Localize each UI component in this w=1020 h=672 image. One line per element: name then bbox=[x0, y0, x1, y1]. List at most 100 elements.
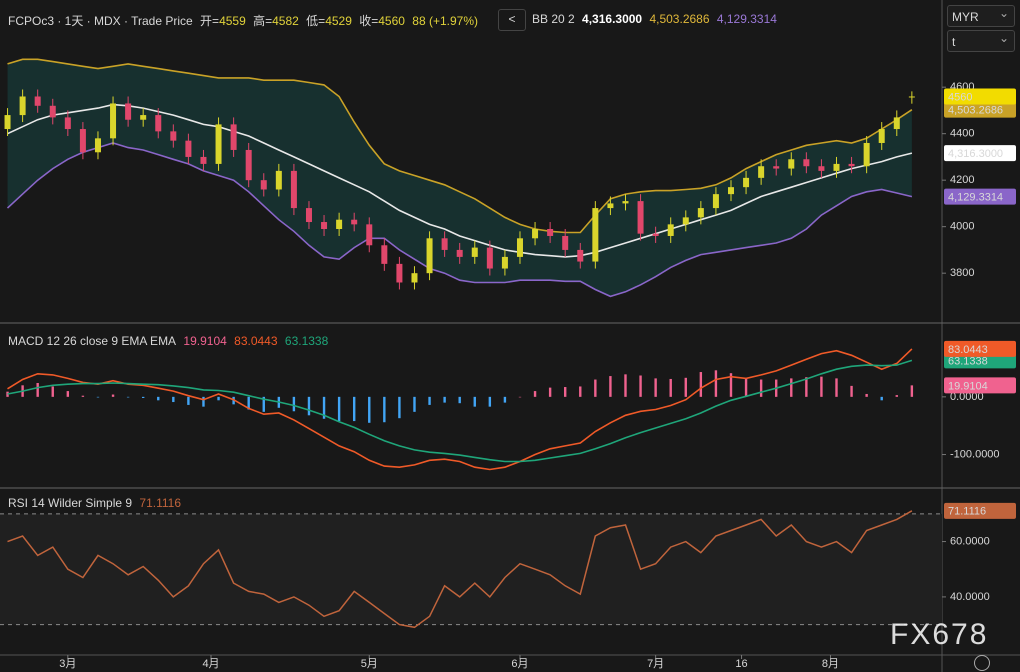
bb-value: 4,503.2686 bbox=[649, 12, 709, 26]
histogram-bar bbox=[97, 397, 99, 398]
candle-body bbox=[170, 131, 176, 140]
rsi-title: RSI 14 Wilder Simple 9 bbox=[8, 496, 132, 510]
y-tick-label: 4000 bbox=[950, 221, 974, 233]
rsi-legend: RSI 14 Wilder Simple 9 71.1116 bbox=[8, 496, 185, 510]
candle-body bbox=[336, 220, 342, 229]
histogram-bar bbox=[308, 397, 310, 415]
histogram-bar bbox=[850, 386, 852, 397]
candle-body bbox=[683, 217, 689, 224]
candle-body bbox=[381, 245, 387, 264]
candle-body bbox=[788, 159, 794, 168]
candle-body bbox=[698, 208, 704, 217]
histogram-bar bbox=[338, 397, 340, 421]
candle-body bbox=[668, 224, 674, 236]
histogram-bar bbox=[534, 391, 536, 397]
candle-body bbox=[833, 164, 839, 171]
candle-body bbox=[50, 106, 56, 118]
candle-body bbox=[276, 171, 282, 190]
watermark: FX678 bbox=[890, 618, 988, 652]
candle-body bbox=[532, 229, 538, 238]
histogram-bar bbox=[489, 397, 491, 407]
histogram-bar bbox=[428, 397, 430, 405]
histogram-bar bbox=[911, 385, 913, 396]
candle-body bbox=[185, 141, 191, 157]
histogram-bar bbox=[760, 380, 762, 397]
histogram-bar bbox=[36, 383, 38, 397]
x-tick-label: 5月 bbox=[361, 658, 378, 670]
histogram-bar bbox=[52, 386, 54, 396]
price-badge-label: 4560 bbox=[948, 91, 972, 103]
histogram-bar bbox=[217, 397, 219, 400]
histogram-bar bbox=[624, 374, 626, 397]
candle-body bbox=[321, 222, 327, 229]
bb-value: 4,129.3314 bbox=[717, 12, 777, 26]
histogram-bar bbox=[564, 387, 566, 397]
macd-line bbox=[8, 360, 912, 461]
histogram-bar bbox=[790, 378, 792, 396]
ohlc-label: 高= bbox=[253, 14, 272, 28]
candle-body bbox=[803, 159, 809, 166]
y-tick-label: 3800 bbox=[950, 267, 974, 279]
macd-value: 19.9104 bbox=[183, 334, 226, 348]
histogram-bar bbox=[293, 397, 295, 411]
macd-title: MACD 12 26 close 9 EMA EMA bbox=[8, 334, 176, 348]
price-badge-label: 63.1338 bbox=[948, 355, 988, 367]
price-badge-label: 71.1116 bbox=[948, 506, 986, 518]
candle-body bbox=[411, 273, 417, 282]
settings-icon[interactable] bbox=[974, 655, 990, 671]
macd-value: 63.1338 bbox=[285, 334, 328, 348]
y-tick-label: 40.0000 bbox=[950, 591, 990, 603]
candle-body bbox=[80, 129, 86, 152]
y-tick-label: -100.0000 bbox=[950, 448, 1000, 460]
candle-body bbox=[864, 143, 870, 166]
candle-body bbox=[261, 180, 267, 189]
histogram-bar bbox=[398, 397, 400, 418]
candle-body bbox=[155, 115, 161, 131]
candle-body bbox=[200, 157, 206, 164]
histogram-bar bbox=[519, 397, 521, 398]
y-tick-label: 4200 bbox=[950, 174, 974, 186]
candle-body bbox=[396, 264, 402, 283]
histogram-bar bbox=[112, 395, 114, 397]
histogram-bar bbox=[474, 397, 476, 407]
histogram-bar bbox=[458, 397, 460, 403]
candle-body bbox=[818, 166, 824, 171]
histogram-bar bbox=[896, 395, 898, 397]
collapse-button[interactable]: < bbox=[498, 9, 526, 31]
histogram-bar bbox=[187, 397, 189, 405]
histogram-bar bbox=[685, 378, 687, 397]
candle-body bbox=[35, 96, 41, 105]
histogram-bar bbox=[835, 378, 837, 396]
candle-body bbox=[909, 96, 915, 97]
histogram-bar bbox=[579, 386, 581, 396]
mode-select[interactable]: t bbox=[947, 30, 1015, 52]
histogram-bar bbox=[881, 397, 883, 400]
histogram-bar bbox=[82, 396, 84, 397]
ohlc-value: 4582 bbox=[272, 14, 299, 28]
histogram-bar bbox=[368, 397, 370, 423]
candle-body bbox=[231, 124, 237, 150]
bb-legend: BB 20 2 4,316.3000 4,503.2686 4,129.3314 bbox=[532, 12, 781, 26]
candle-body bbox=[351, 220, 357, 225]
price-badge-label: 4,316.3000 bbox=[948, 148, 1003, 160]
histogram-bar bbox=[639, 376, 641, 397]
ohlc-value: 4559 bbox=[219, 14, 246, 28]
histogram-bar bbox=[715, 370, 717, 397]
histogram-bar bbox=[142, 397, 144, 398]
candle-body bbox=[366, 224, 372, 245]
candle-body bbox=[487, 248, 493, 269]
currency: MYR bbox=[952, 10, 979, 24]
candle-body bbox=[562, 236, 568, 250]
ohlc-label: 收= bbox=[359, 14, 378, 28]
histogram-bar bbox=[413, 397, 415, 412]
candle-body bbox=[246, 150, 252, 180]
candle-body bbox=[849, 164, 855, 166]
histogram-bar bbox=[383, 397, 385, 422]
ohlc-label: 低= bbox=[306, 14, 325, 28]
candle-body bbox=[502, 257, 508, 269]
candle-body bbox=[713, 194, 719, 208]
histogram-bar bbox=[594, 380, 596, 397]
price-badge-label: 83.0443 bbox=[948, 344, 988, 356]
currency-select[interactable]: MYR bbox=[947, 5, 1015, 27]
